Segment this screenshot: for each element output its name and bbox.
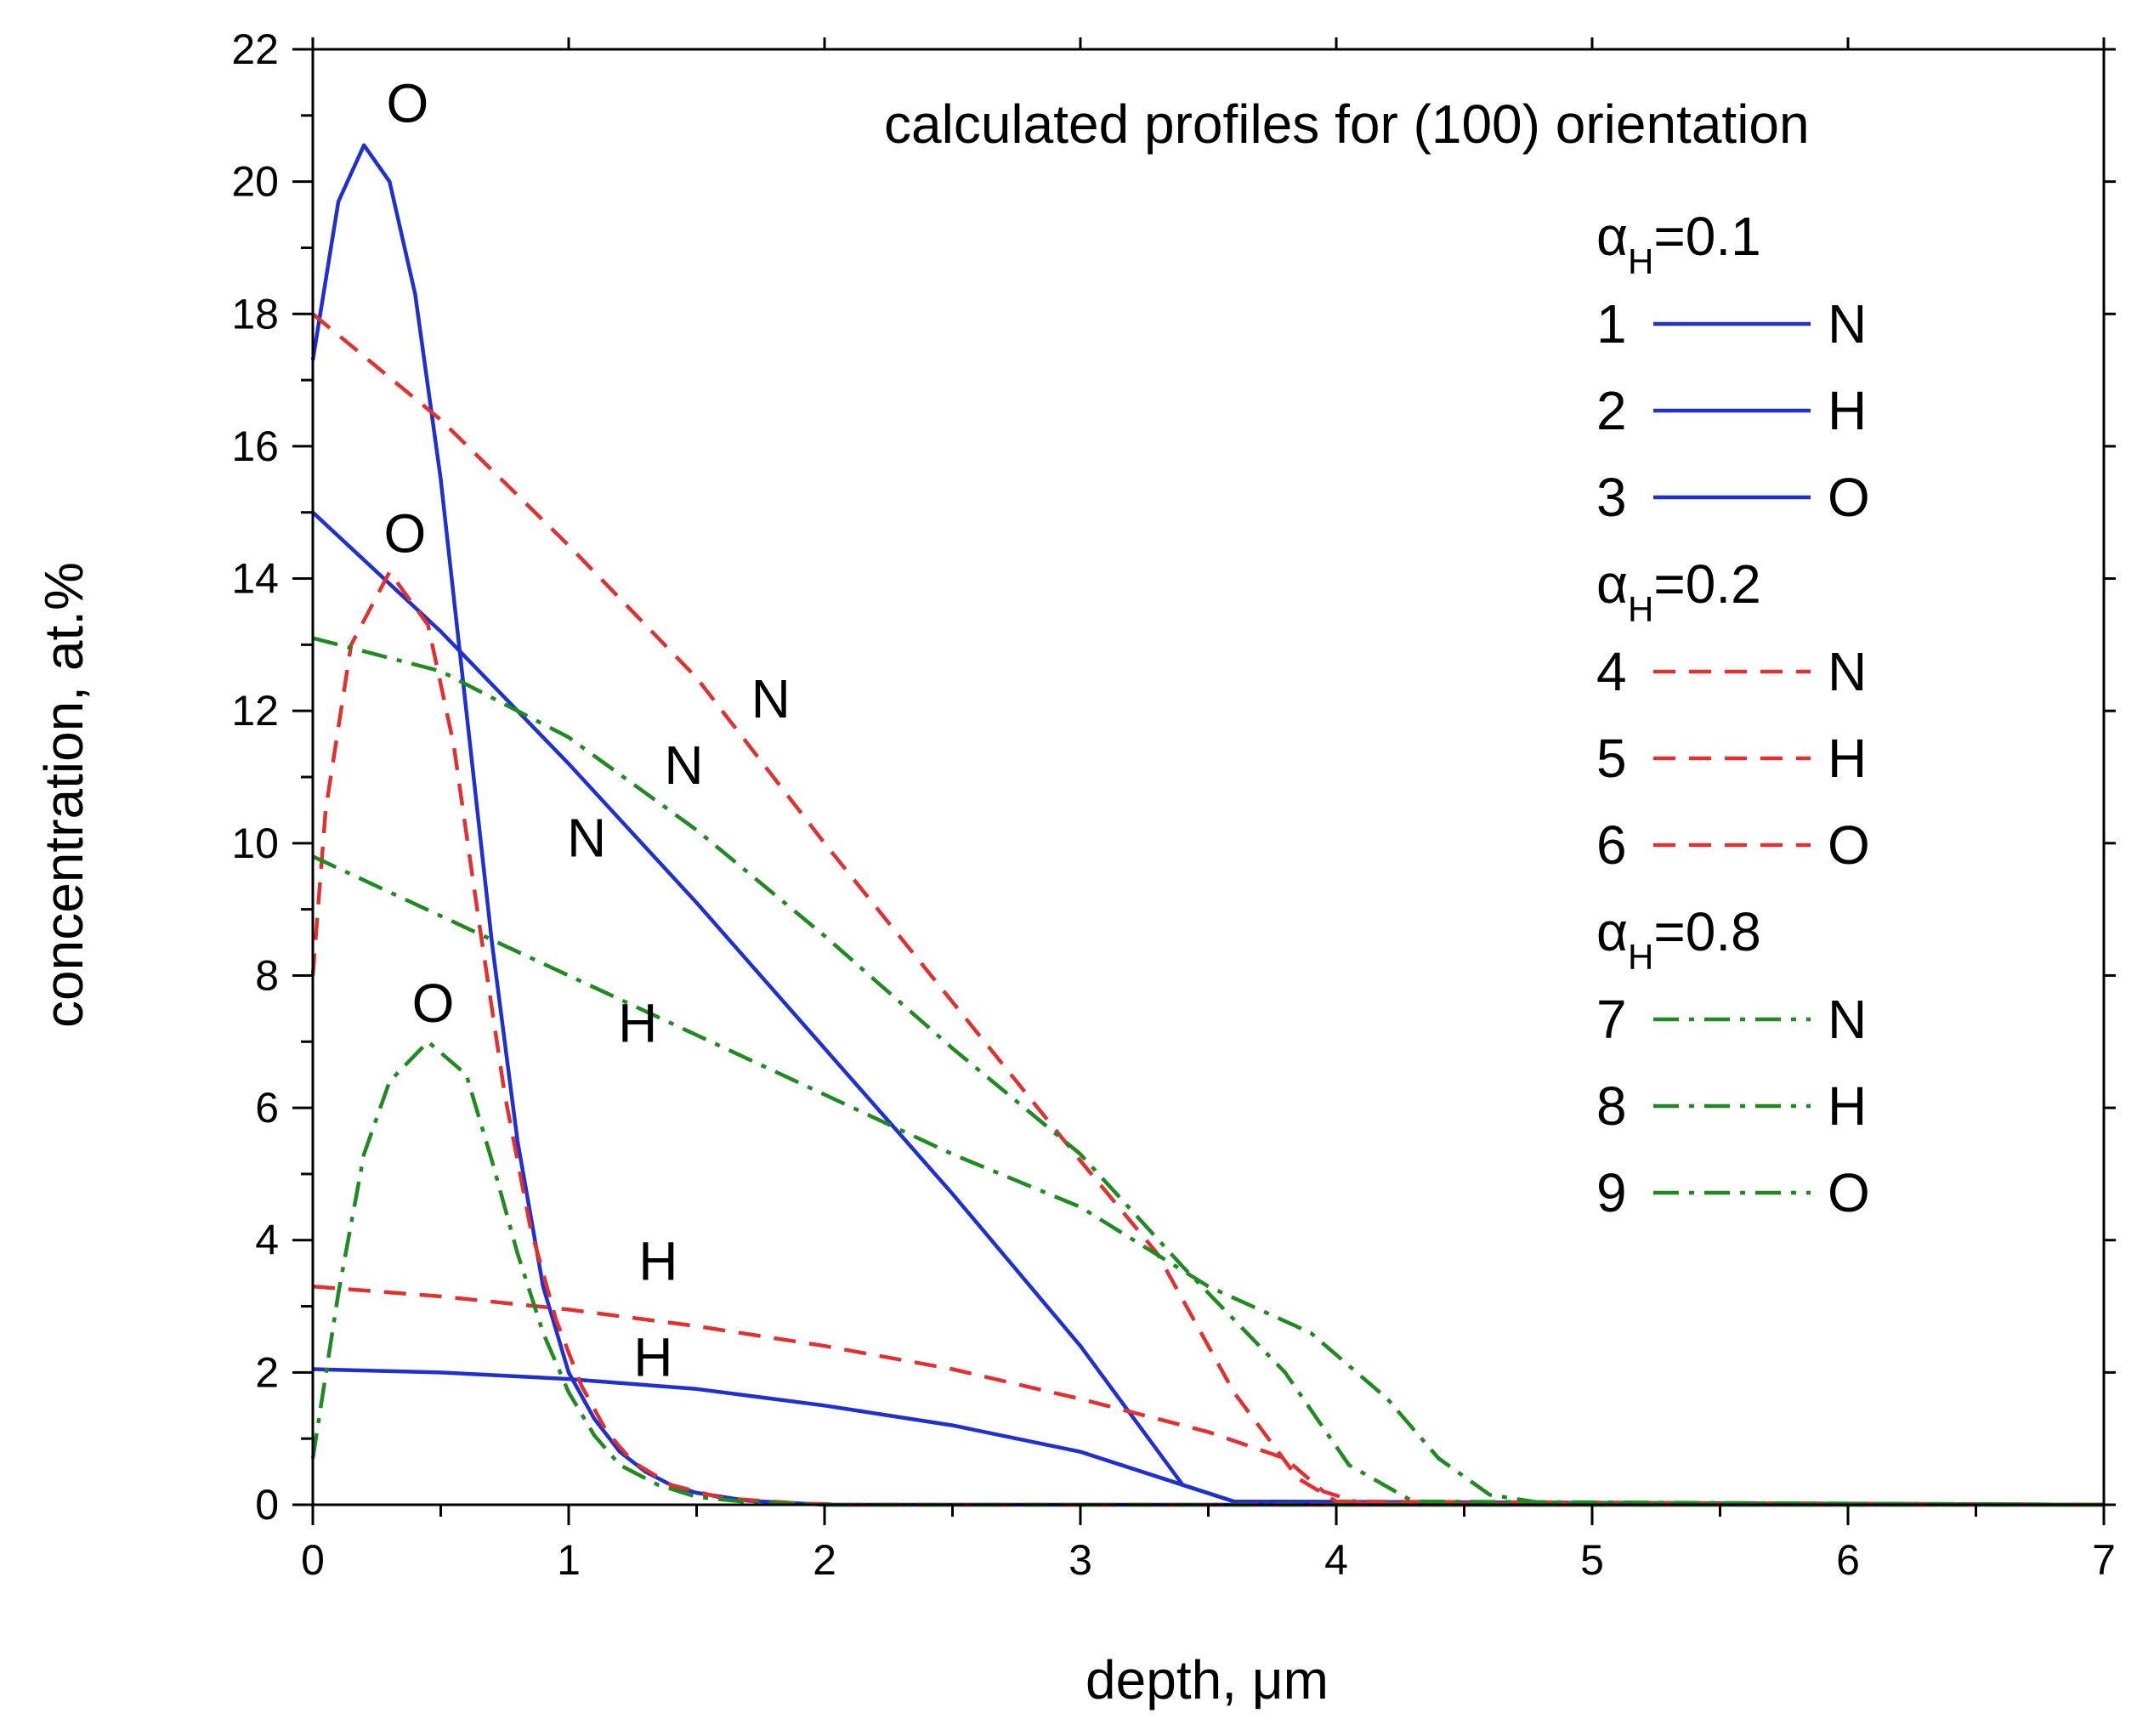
y-tick-label: 10 xyxy=(231,820,279,867)
series-line-5 xyxy=(312,1284,2105,1507)
annotation-label: N xyxy=(664,735,703,796)
annotation-label: H xyxy=(633,1326,672,1387)
legend-item-number: 3 xyxy=(1596,467,1627,528)
series-line-7 xyxy=(312,636,2105,1507)
y-tick-label: 4 xyxy=(255,1217,279,1264)
legend-item-label: O xyxy=(1828,814,1870,876)
legend-item-number: 5 xyxy=(1596,728,1627,789)
legend-item-label: N xyxy=(1828,989,1867,1050)
series-layer xyxy=(310,143,2105,1507)
legend-item-number: 2 xyxy=(1596,380,1627,441)
annotation-label: N xyxy=(567,807,606,868)
x-tick-label: 0 xyxy=(301,1536,325,1584)
x-tick-label: 4 xyxy=(1324,1536,1348,1584)
series-line-8 xyxy=(312,854,2105,1507)
y-tick-label: 2 xyxy=(255,1348,279,1396)
series-line-2 xyxy=(312,1367,2105,1507)
y-tick-label: 16 xyxy=(231,423,279,470)
legend-item-label: N xyxy=(1828,641,1867,702)
annotation-label: H xyxy=(638,1230,677,1291)
x-tick-label: 7 xyxy=(2092,1536,2116,1584)
annotation-label: O xyxy=(412,973,455,1034)
x-tick-label: 6 xyxy=(1836,1536,1860,1584)
y-tick-label: 6 xyxy=(255,1084,279,1132)
x-tick-label: 3 xyxy=(1068,1536,1092,1584)
y-axis-label: concentration, at.% xyxy=(33,562,94,1028)
legend-group-title: αH=0.8 xyxy=(1596,901,1761,977)
legend-item-label: O xyxy=(1828,467,1870,528)
x-axis-label: depth, μm xyxy=(1086,1649,1329,1710)
series-line-9 xyxy=(310,1040,2104,1507)
x-tick-label: 5 xyxy=(1580,1536,1604,1584)
legend-item-label: H xyxy=(1828,1075,1867,1137)
x-tick-label: 1 xyxy=(557,1536,581,1584)
legend-item-label: H xyxy=(1828,380,1867,441)
series-line-6 xyxy=(310,570,2104,1507)
x-tick-label: 2 xyxy=(813,1536,836,1584)
y-tick-label: 14 xyxy=(231,555,279,603)
legend: αH=0.1 1 N 2 H 3 OαH=0.2 4 N 5 H 6 OαH=0.8 7 N 8 H 9 O xyxy=(1596,206,1870,1223)
legend-item-number: 6 xyxy=(1596,814,1627,876)
legend-item-number: 7 xyxy=(1596,989,1627,1050)
y-tick-label: 20 xyxy=(231,158,279,206)
legend-item-label: N xyxy=(1828,293,1867,355)
y-tick-label: 12 xyxy=(231,687,279,735)
series-line-4 xyxy=(311,312,2105,1507)
y-tick-label: 22 xyxy=(231,26,279,73)
legend-item-number: 1 xyxy=(1596,293,1627,355)
y-tick-label: 18 xyxy=(231,290,279,338)
legend-item-number: 4 xyxy=(1596,641,1627,702)
legend-item-number: 9 xyxy=(1596,1162,1627,1223)
annotation-label: N xyxy=(751,668,791,729)
legend-group-title: αH=0.2 xyxy=(1596,553,1761,629)
annotation-label: H xyxy=(618,992,657,1053)
y-tick-label: 0 xyxy=(255,1481,279,1529)
annotation-label: O xyxy=(386,73,428,134)
legend-group-title: αH=0.1 xyxy=(1596,206,1761,281)
legend-item-number: 8 xyxy=(1596,1075,1627,1137)
y-tick-label: 8 xyxy=(255,951,279,999)
annotation-label: O xyxy=(383,502,426,564)
legend-item-label: O xyxy=(1828,1162,1870,1223)
chart-title: calculated profiles for (100) orientatio… xyxy=(884,94,1810,155)
legend-item-label: H xyxy=(1828,728,1867,789)
series-line-3 xyxy=(310,143,2104,1507)
